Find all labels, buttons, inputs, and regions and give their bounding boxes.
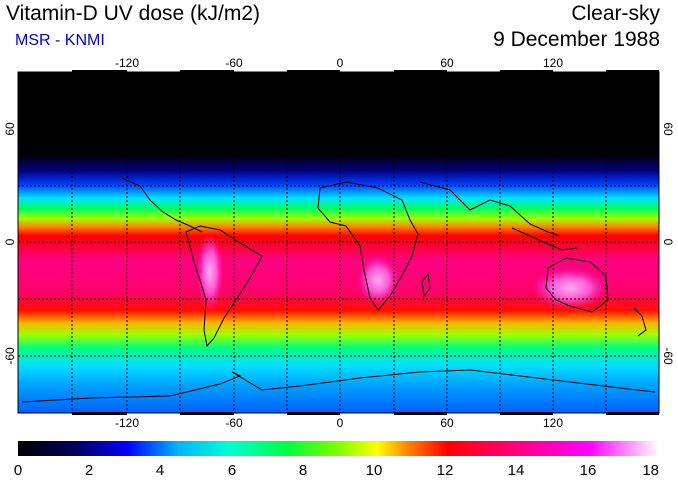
sky-condition-label: Clear-sky <box>571 2 660 25</box>
lon-top-label-5: 120 <box>543 56 563 70</box>
coast-new-zealand <box>633 307 647 337</box>
colorbar-label-10: 10 <box>366 462 383 479</box>
colorbar-label-0: 0 <box>14 462 22 479</box>
lon-bottom-label-3: 0 <box>337 416 344 430</box>
colorbar-label-16: 16 <box>580 462 597 479</box>
colorbar-label-4: 4 <box>156 462 164 479</box>
lon-top-label-1: -120 <box>115 56 139 70</box>
lat-left-label-1: 60 <box>3 122 17 136</box>
colorbar-label-18: 18 <box>642 462 659 479</box>
lat-left-label-2: 0 <box>3 238 17 245</box>
colorbar-label-12: 12 <box>437 462 454 479</box>
coast-madagascar <box>421 272 431 298</box>
lon-top-label-2: -60 <box>225 56 243 70</box>
uv-hotspot-africa <box>356 254 400 306</box>
lon-top-label-3: 0 <box>337 56 344 70</box>
lat-right-label-3: -60 <box>661 347 675 365</box>
lat-left-label-3: -60 <box>3 347 17 365</box>
lon-bottom-label-4: 60 <box>440 416 454 430</box>
map-frame-ticks <box>72 70 659 415</box>
colorbar-label-14: 14 <box>508 462 525 479</box>
lat-right-label-2: 0 <box>661 239 675 246</box>
colorbar-label-2: 2 <box>85 462 93 479</box>
graticule <box>18 72 659 413</box>
lat-right-label-1: 60 <box>661 122 675 136</box>
colorbar-label-6: 6 <box>228 462 236 479</box>
coast-asia <box>419 181 561 237</box>
colorbar <box>18 441 659 456</box>
date-label: 9 December 1988 <box>493 28 660 51</box>
colorbar-label-8: 8 <box>299 462 307 479</box>
lon-top-label-4: 60 <box>440 56 454 70</box>
coast-australia <box>545 257 609 313</box>
uv-hotspot-australia <box>530 266 610 310</box>
map-title: Vitamin-D UV dose (kJ/m2) <box>6 2 261 25</box>
lon-bottom-label-1: -120 <box>115 416 139 430</box>
coast-south-america <box>185 225 263 348</box>
source-label: MSR - KNMI <box>15 32 105 49</box>
coast-indonesia <box>511 227 579 251</box>
uv-hotspot-andes <box>196 232 224 312</box>
lon-bottom-label-2: -60 <box>225 416 243 430</box>
lon-bottom-label-5: 120 <box>543 416 563 430</box>
